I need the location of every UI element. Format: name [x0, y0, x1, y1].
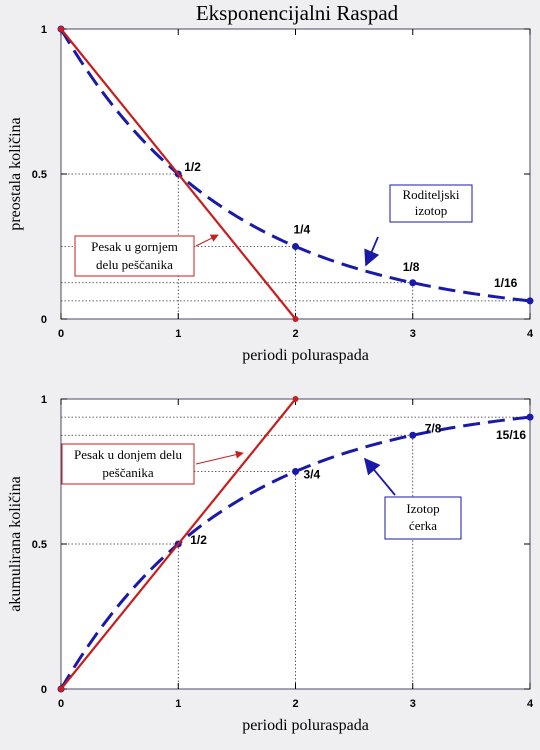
x-tick-label: 3 — [410, 328, 416, 340]
x-tick-label: 0 — [58, 698, 64, 710]
x-tick-label: 1 — [175, 328, 181, 340]
annotation-text: Izotop — [406, 501, 439, 516]
x-tick-label: 3 — [410, 698, 416, 710]
y-tick-label: 1 — [41, 24, 47, 36]
point-label: 3/4 — [304, 468, 321, 482]
y-tick-label: 1 — [41, 394, 47, 406]
x-axis-label: periodi poluraspada — [242, 347, 369, 364]
annotation-box — [74, 235, 195, 277]
chart-panel-accumulated: 0 1 2 3 4 0 0.5 1 1/2 3/4 7/8 15/16 Pesak u donjem d… — [7, 394, 534, 734]
x-axis-label: periodi poluraspada — [242, 717, 369, 734]
annotation-text: ćerka — [409, 518, 437, 533]
annotation-text: peščanika — [102, 465, 153, 480]
x-tick-label: 2 — [292, 328, 298, 340]
x-tick-label: 0 — [58, 328, 64, 340]
annotation-arrow — [195, 450, 244, 465]
data-point — [526, 413, 534, 421]
point-label: 7/8 — [425, 421, 442, 435]
point-label: 1/8 — [403, 260, 420, 274]
y-tick-label: 0 — [41, 314, 47, 326]
point-label: 15/16 — [496, 428, 526, 442]
y-tick-label: 0 — [41, 684, 47, 696]
x-tick-label: 4 — [527, 328, 534, 340]
series-solid-line — [60, 28, 297, 320]
y-tick-label: 0.5 — [32, 539, 47, 551]
series-solid-line — [60, 398, 297, 690]
annotation-text: Roditeljski — [402, 187, 459, 202]
x-tick-label: 2 — [292, 698, 298, 710]
data-point — [292, 468, 299, 475]
y-tick-label: 0.5 — [32, 169, 47, 181]
chart-panel-remaining: 0 1 2 3 4 0 0.5 1 1/2 1/4 1/8 1/16 Roditeljskiizotop… — [7, 24, 534, 364]
data-point — [292, 316, 299, 322]
point-label: 1/4 — [294, 223, 311, 237]
annotation-arrow — [363, 457, 396, 496]
data-point — [292, 396, 299, 402]
data-point — [292, 243, 299, 250]
annotation-box — [389, 184, 473, 223]
annotation-text: izotop — [415, 203, 448, 218]
point-label: 1/2 — [190, 533, 207, 547]
x-tick-label: 4 — [527, 698, 534, 710]
point-label: 1/2 — [184, 160, 201, 174]
annotation-arrow — [195, 234, 219, 247]
y-axis-label: akumulirana količina — [7, 476, 24, 612]
point-label: 1/16 — [494, 276, 518, 290]
data-point — [58, 26, 64, 32]
data-point — [409, 279, 417, 287]
x-tick-label: 1 — [175, 698, 181, 710]
annotation-text: Pesak u gornjem — [91, 239, 178, 254]
annotation-arrow — [364, 236, 380, 267]
data-point — [58, 686, 64, 692]
annotation-text: delu peščanika — [96, 257, 173, 272]
annotation-text: Pesak u donjem delu — [74, 447, 182, 462]
data-point — [409, 431, 417, 439]
chart-title: Eksponencijalni Raspad — [196, 1, 399, 25]
y-axis-label: preostala količina — [7, 117, 24, 230]
annotation-box — [384, 496, 462, 540]
annotation-box — [61, 443, 195, 485]
data-point — [526, 297, 534, 305]
